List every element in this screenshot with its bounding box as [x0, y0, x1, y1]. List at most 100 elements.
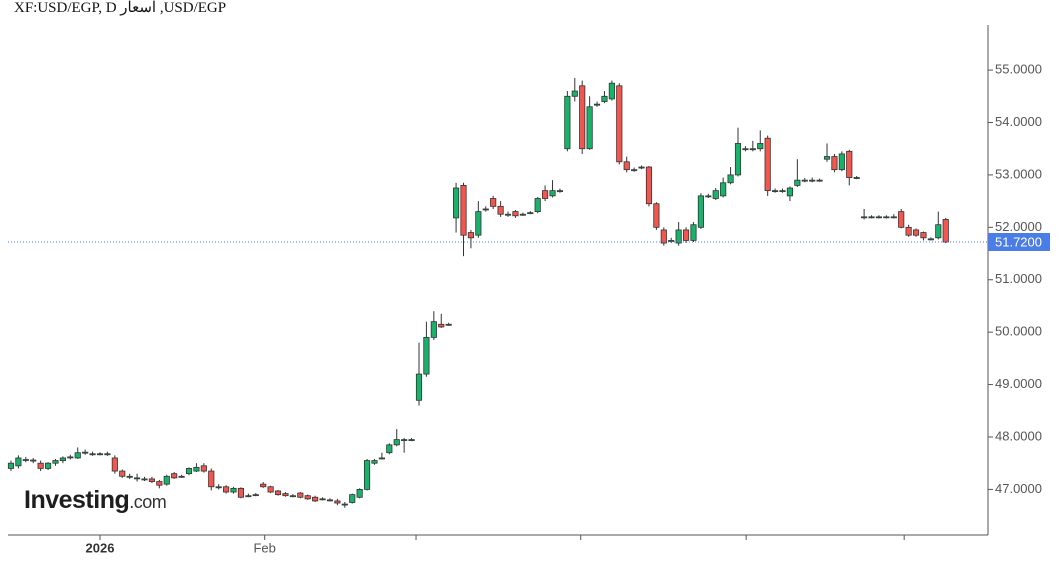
- candle-body: [593, 103, 601, 106]
- candle-body: [905, 226, 912, 236]
- candle-body: [942, 219, 949, 243]
- candle-body: [868, 216, 875, 219]
- candle-body: [935, 224, 942, 239]
- candle-body: [831, 156, 838, 171]
- candle-body: [67, 456, 74, 459]
- candle-body: [645, 166, 653, 205]
- candle-body: [22, 459, 29, 461]
- candle-body: [631, 169, 638, 172]
- candle-body: [682, 229, 690, 241]
- candle-body: [119, 470, 126, 477]
- candle-body: [341, 503, 348, 506]
- candle-body: [527, 212, 534, 215]
- candle-body: [223, 486, 230, 493]
- candle-body: [319, 498, 326, 501]
- candle-body: [749, 148, 756, 151]
- candle-body: [497, 205, 504, 215]
- candle-body: [838, 153, 845, 171]
- candle-body: [156, 481, 163, 486]
- x-tick-label: 2026: [86, 540, 115, 555]
- chart-title: USD/EGP, اسعار XF:USD/EGP, D: [14, 0, 227, 16]
- candle-body: [920, 232, 927, 239]
- candle-body: [898, 211, 905, 228]
- candle-body: [720, 182, 727, 197]
- candle-body: [601, 95, 608, 102]
- candle-body: [193, 466, 200, 472]
- candle-body: [89, 453, 96, 456]
- candle-body: [37, 462, 44, 469]
- candle-body: [334, 500, 341, 504]
- candle-body: [490, 198, 497, 207]
- candle-body: [126, 475, 133, 478]
- candle-body: [794, 179, 801, 186]
- candle-body: [356, 488, 363, 498]
- candle-body: [660, 229, 667, 244]
- candle-body: [623, 161, 630, 171]
- candle-body: [15, 457, 22, 467]
- candle-body: [542, 190, 549, 199]
- candle-body: [44, 462, 52, 469]
- y-tick-label: 50.0000: [995, 324, 1042, 339]
- candle-body: [326, 499, 334, 502]
- candle-body: [638, 166, 645, 169]
- candle-body: [579, 85, 586, 150]
- candle-body: [734, 143, 742, 176]
- candle-body: [460, 184, 467, 236]
- candle-body: [230, 487, 237, 493]
- candle-body: [727, 174, 734, 184]
- last-price-label: 51.7200: [995, 234, 1042, 249]
- candle-body: [779, 190, 786, 193]
- candle-body: [304, 495, 311, 500]
- candle-body: [816, 179, 823, 182]
- candle-body: [467, 232, 474, 239]
- candle-body: [712, 190, 719, 199]
- candle-body: [809, 179, 816, 182]
- candle-body: [185, 468, 193, 475]
- candle-body: [52, 460, 59, 464]
- candle-body: [215, 486, 222, 489]
- candle-body: [786, 187, 793, 197]
- candle-body: [297, 492, 304, 498]
- candle-body: [861, 216, 868, 219]
- candle-body: [534, 198, 541, 212]
- candle-body: [178, 475, 185, 478]
- candle-body: [912, 229, 920, 236]
- candle-body: [764, 137, 771, 192]
- y-tick-label: 49.0000: [995, 376, 1042, 391]
- candle-body: [208, 470, 215, 488]
- candle-body: [386, 444, 393, 454]
- candle-body: [586, 106, 593, 150]
- candle-body: [445, 323, 452, 326]
- watermark-suffix: .com: [129, 492, 166, 512]
- candle-body: [883, 216, 890, 219]
- candle-body: [438, 323, 445, 328]
- candle-body: [252, 494, 259, 497]
- candle-body: [616, 85, 623, 163]
- y-tick-label: 48.0000: [995, 428, 1042, 443]
- candle-body: [134, 477, 141, 480]
- candle-body: [668, 240, 675, 242]
- candle-body: [267, 486, 274, 493]
- candle-body: [237, 487, 245, 498]
- watermark-main: Investing: [24, 486, 129, 514]
- candle-body: [82, 451, 89, 454]
- candle-body: [30, 459, 37, 462]
- candle-body: [482, 208, 489, 211]
- y-tick-label: 53.0000: [995, 166, 1042, 181]
- candle-body: [846, 150, 853, 178]
- candle-body: [363, 460, 371, 490]
- candle-body: [512, 211, 519, 217]
- candle-body: [549, 190, 556, 197]
- y-tick-label: 52.0000: [995, 219, 1042, 234]
- candle-body: [697, 195, 704, 228]
- candle-body: [772, 190, 779, 193]
- candle-body: [260, 483, 267, 488]
- candle-body: [141, 478, 148, 481]
- candle-body: [7, 462, 15, 469]
- candle-body: [430, 321, 437, 338]
- candle-body: [519, 213, 526, 216]
- y-tick-label: 54.0000: [995, 114, 1042, 129]
- candle-body: [875, 216, 883, 219]
- y-tick-label: 51.0000: [995, 271, 1042, 286]
